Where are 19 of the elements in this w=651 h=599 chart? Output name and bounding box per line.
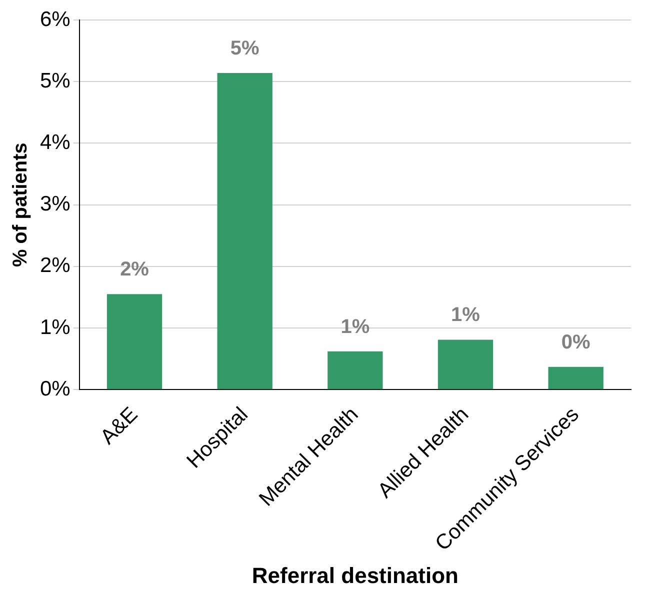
y-tick-label: 6%: [40, 8, 70, 31]
y-tick-label: 4%: [40, 131, 70, 154]
y-tick-label: 5%: [40, 69, 70, 92]
data-label: 1%: [451, 304, 480, 326]
y-tick-label: 2%: [40, 254, 70, 278]
data-label: 1%: [340, 316, 370, 338]
bar: [106, 294, 162, 390]
bar: [328, 351, 383, 390]
data-label: 5%: [230, 37, 260, 60]
x-axis-title: Referral destination: [252, 562, 458, 588]
bar: [548, 366, 604, 390]
data-label: 2%: [120, 258, 150, 281]
data-label: 0%: [561, 331, 591, 354]
bar: [217, 72, 272, 390]
y-tick-label: 3%: [40, 192, 70, 216]
bar: [438, 340, 494, 390]
y-axis-title: % of patients: [10, 142, 32, 268]
y-tick-label: 1%: [40, 316, 70, 339]
y-tick-label: 0%: [40, 377, 70, 400]
